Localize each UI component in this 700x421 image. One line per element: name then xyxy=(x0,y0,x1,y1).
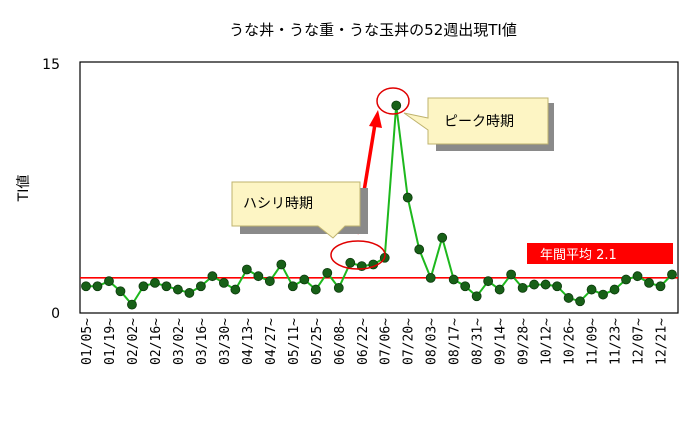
data-point xyxy=(161,281,172,292)
data-point xyxy=(207,271,218,282)
data-point xyxy=(127,299,137,310)
average-label-box xyxy=(527,243,673,264)
x-tick-label: 06/08~ xyxy=(333,318,348,365)
series-line xyxy=(86,105,673,307)
data-point xyxy=(345,257,356,268)
data-point xyxy=(241,264,252,275)
data-point xyxy=(540,279,551,290)
y-tick-max: 15 xyxy=(42,57,60,73)
data-point xyxy=(471,291,482,302)
peak-callout: ピーク時期 xyxy=(403,97,554,151)
data-point xyxy=(104,276,114,287)
x-tick-label: 01/19~ xyxy=(103,318,118,365)
data-point xyxy=(253,271,264,282)
data-point xyxy=(138,281,149,292)
data-point xyxy=(287,281,298,292)
x-tick-label: 01/05~ xyxy=(80,318,95,365)
data-point xyxy=(517,282,528,293)
x-tick-label: 06/22~ xyxy=(356,318,371,365)
peak-callout-label: ピーク時期 xyxy=(444,114,514,130)
data-point xyxy=(644,277,654,288)
data-point xyxy=(150,277,160,288)
data-point xyxy=(621,274,631,285)
data-point xyxy=(230,284,241,295)
data-point xyxy=(552,281,562,292)
data-point xyxy=(173,284,183,295)
x-axis-tick-labels: 01/05~ 01/19~ 02/02~ 02/16~ 03/02~ 03/16~ 03/3… xyxy=(80,318,670,365)
data-point xyxy=(598,289,608,300)
data-point xyxy=(575,296,585,307)
data-point xyxy=(448,274,459,285)
x-tick-label: 08/03~ xyxy=(425,318,440,365)
x-tick-label: 12/21~ xyxy=(655,318,670,365)
data-point xyxy=(218,277,229,288)
x-tick-label: 11/23~ xyxy=(609,318,624,365)
data-point xyxy=(414,244,425,255)
x-tick-label: 05/11~ xyxy=(287,318,302,365)
data-point xyxy=(460,281,471,292)
trend-arrow-head xyxy=(369,110,382,128)
x-tick-label: 04/13~ xyxy=(241,318,256,365)
data-point xyxy=(437,232,448,243)
average-label: 年間平均 2.1 xyxy=(540,248,617,263)
x-tick-label: 04/27~ xyxy=(264,318,279,365)
data-point xyxy=(632,271,643,282)
x-tick-label: 09/14~ xyxy=(494,318,509,365)
data-point xyxy=(276,259,287,270)
x-tick-label: 09/28~ xyxy=(517,318,532,365)
hashiri-highlight-ellipse xyxy=(330,240,386,270)
data-point xyxy=(506,269,517,280)
hashiri-callout-label: ハシリ時期 xyxy=(243,196,313,212)
peak-highlight-ellipse xyxy=(376,87,410,115)
x-tick-label: 03/30~ xyxy=(218,318,233,365)
x-tick-label: 10/26~ xyxy=(563,318,578,365)
plot-area xyxy=(79,61,679,314)
x-tick-label: 07/06~ xyxy=(379,318,394,365)
x-tick-label: 11/09~ xyxy=(586,318,601,365)
data-point xyxy=(667,269,677,280)
x-tick-label: 12/07~ xyxy=(632,318,647,365)
data-point xyxy=(81,281,91,292)
data-point xyxy=(299,274,310,285)
data-point xyxy=(92,281,103,292)
data-point xyxy=(264,276,275,287)
data-point xyxy=(196,281,206,292)
data-point xyxy=(494,284,505,295)
data-point xyxy=(333,282,344,293)
x-tick-label: 08/31~ xyxy=(471,318,486,365)
hashiri-callout: ハシリ時期 xyxy=(231,181,368,239)
x-tick-label: 10/12~ xyxy=(540,318,555,365)
x-tick-label: 02/16~ xyxy=(149,318,164,365)
data-point xyxy=(586,284,597,295)
x-tick-label: 02/02~ xyxy=(126,318,141,365)
x-tick-label: 03/02~ xyxy=(172,318,187,365)
y-axis-label: TI値 xyxy=(16,175,32,203)
data-point xyxy=(115,286,126,297)
data-point xyxy=(184,288,195,298)
data-point xyxy=(310,284,321,295)
x-tick-label: 03/16~ xyxy=(195,318,210,365)
x-tick-label: 07/20~ xyxy=(402,318,417,365)
data-point xyxy=(425,272,436,283)
data-point xyxy=(322,267,333,278)
series-markers xyxy=(81,100,677,310)
x-tick-label: 08/17~ xyxy=(448,318,463,365)
y-tick-min: 0 xyxy=(51,306,60,322)
x-tick-label: 05/25~ xyxy=(310,318,325,365)
data-point xyxy=(609,284,620,295)
data-point xyxy=(391,100,402,111)
data-point xyxy=(655,281,666,292)
data-point xyxy=(483,276,494,287)
data-point xyxy=(402,192,413,203)
chart-title: うな丼・うな重・うな玉丼の52週出現TI値 xyxy=(229,21,517,39)
data-point xyxy=(563,293,574,303)
data-point xyxy=(529,279,540,290)
